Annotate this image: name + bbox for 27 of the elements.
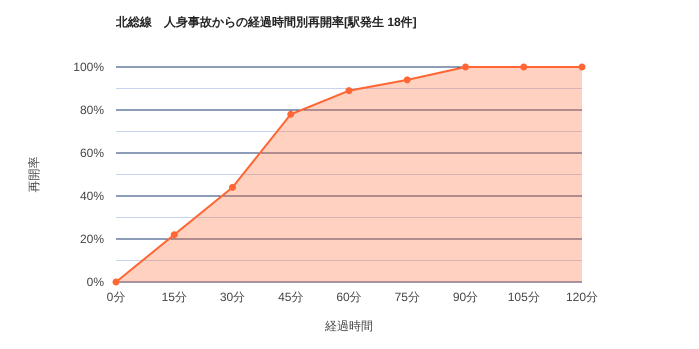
point [287, 110, 294, 118]
x-tick-label: 15分 [162, 290, 187, 304]
y-tick-label: 80% [80, 103, 104, 117]
point [578, 64, 586, 70]
x-tick-label: 75分 [394, 290, 420, 304]
point [346, 87, 352, 94]
x-tick-label: 60分 [336, 290, 362, 304]
x-tick-label: 45分 [278, 290, 304, 304]
y-tick-label: 0% [86, 275, 104, 289]
point [229, 184, 236, 191]
point [520, 64, 528, 70]
point [404, 76, 411, 84]
y-tick-label: 100% [73, 60, 104, 74]
x-tick-label: 30分 [220, 290, 246, 304]
x-tick-label: 0分 [106, 290, 126, 304]
point [112, 278, 120, 286]
y-tick-label: 20% [80, 232, 104, 246]
x-tick-label: 105分 [508, 290, 540, 304]
y-axis-title: 再開率 [27, 156, 41, 192]
chart-title: 北総線 人身事故からの経過時間別再開率[駅発生 18件] [115, 15, 417, 29]
point [462, 64, 469, 70]
x-tick-label: 90分 [452, 290, 478, 304]
y-tick-label: 40% [80, 189, 104, 203]
y-tick-label: 60% [80, 146, 104, 160]
x-tick-label: 120分 [566, 290, 598, 304]
x-axis-title: 経過時間 [324, 319, 373, 333]
point [170, 231, 178, 238]
